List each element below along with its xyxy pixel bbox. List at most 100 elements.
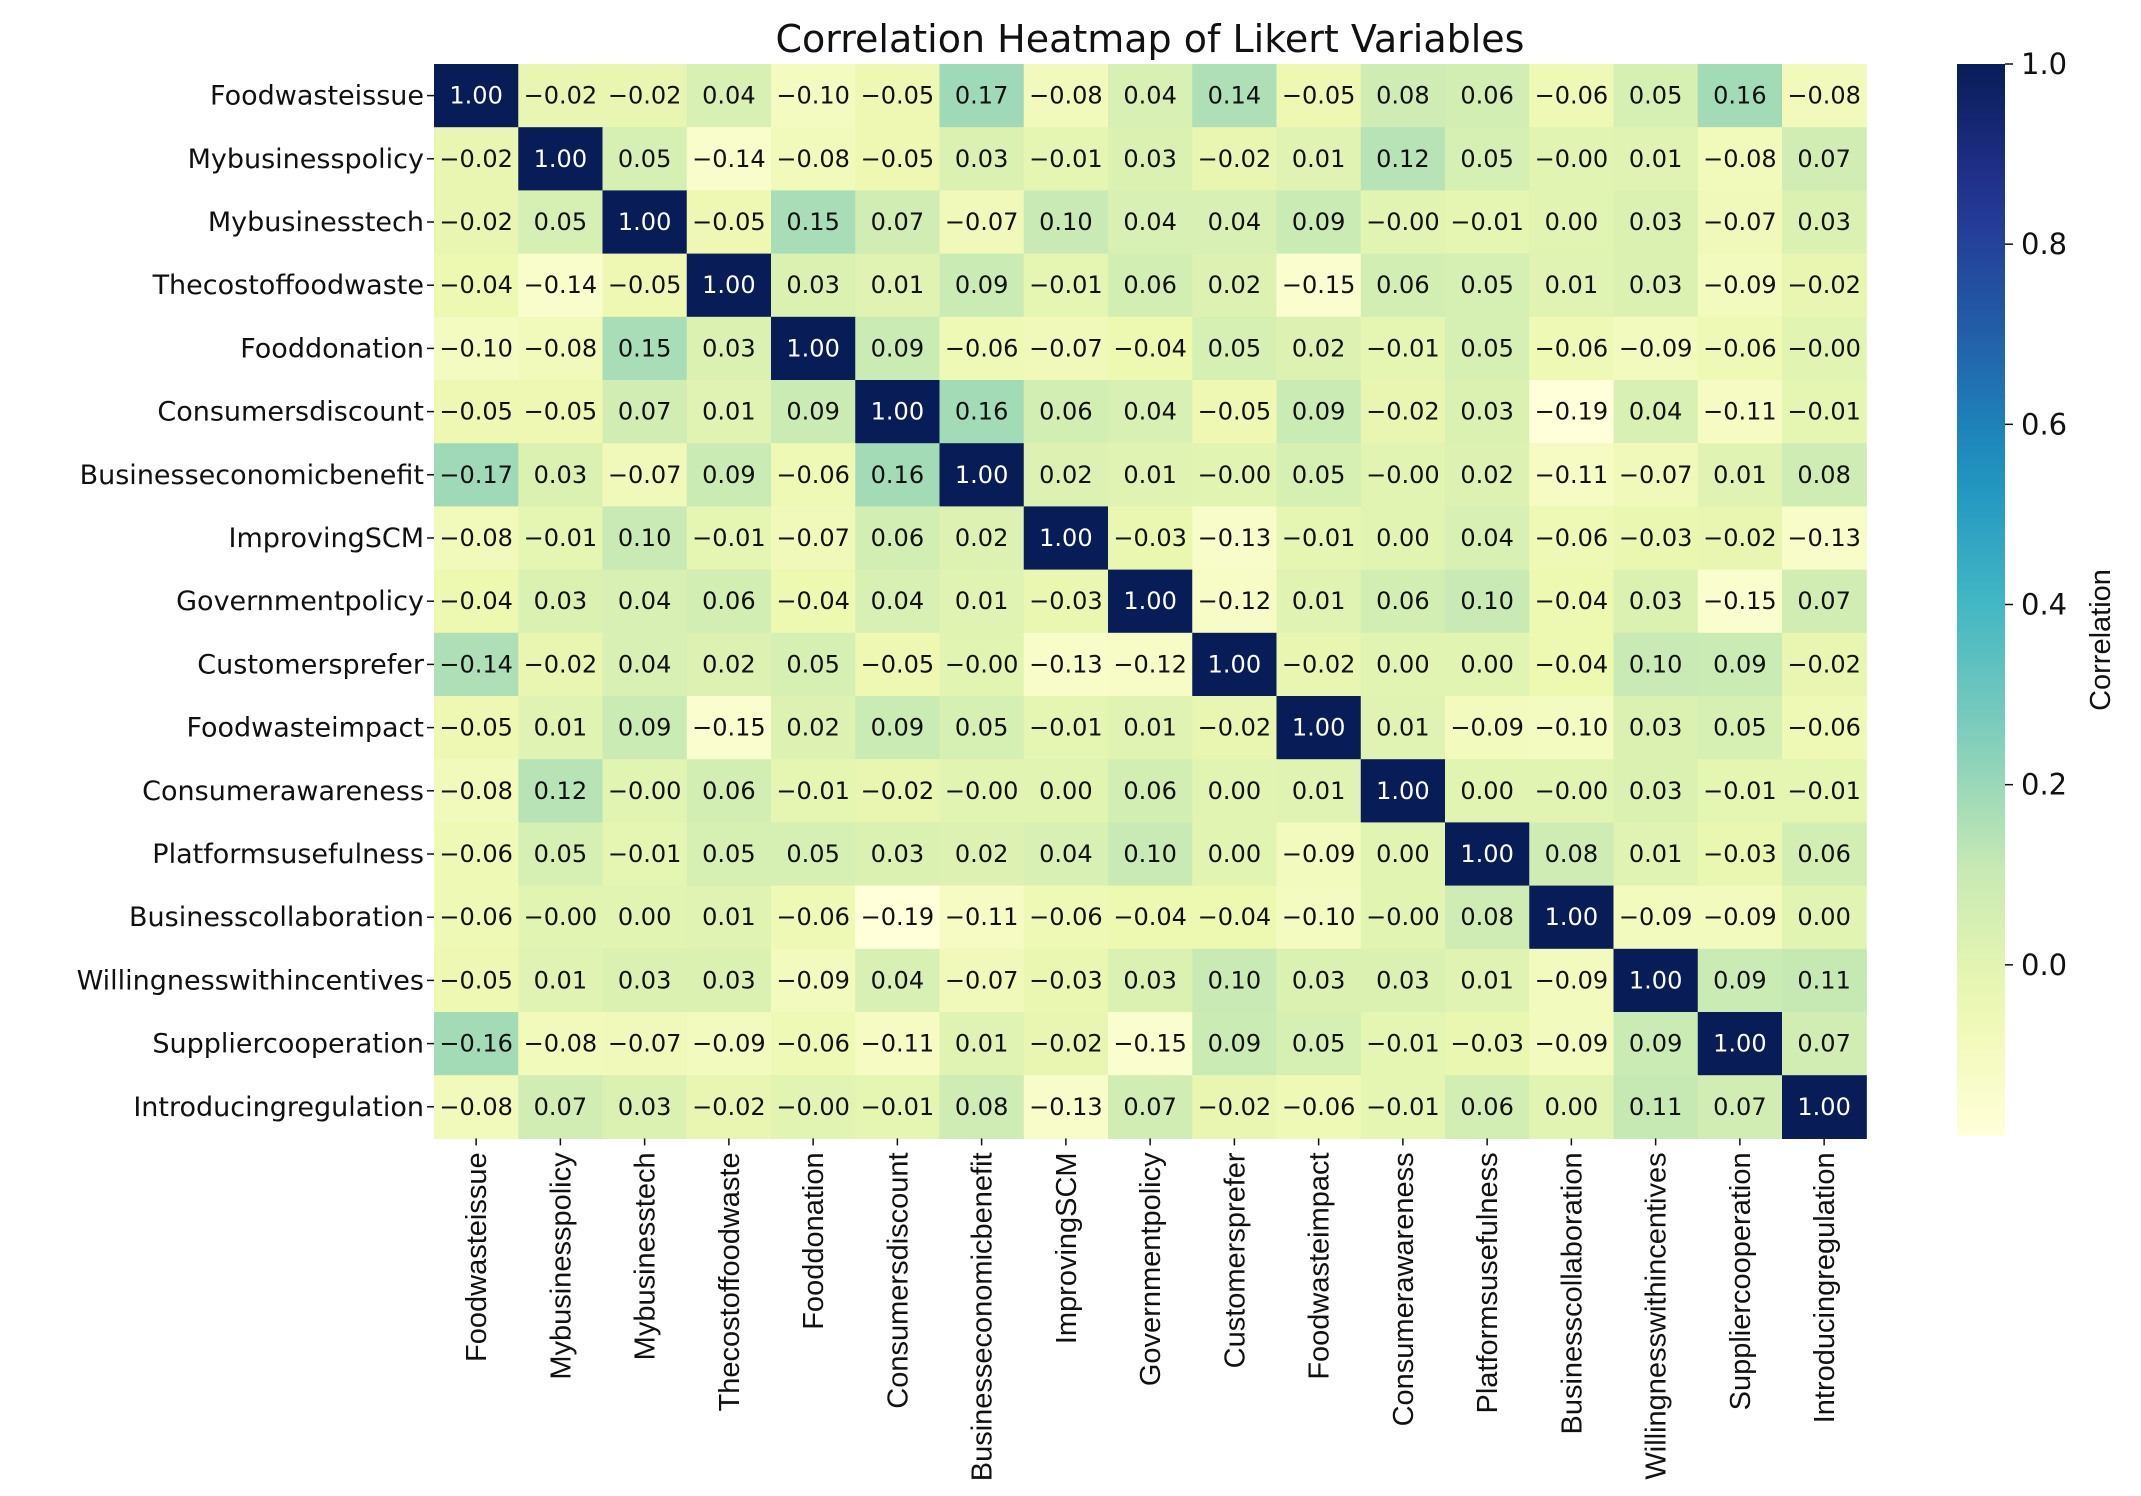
heatmap-cell [602,885,688,950]
heatmap-cell [1276,316,1362,381]
cell-value: 0.07 [1123,1093,1176,1121]
heatmap-cell [855,696,941,760]
cell-value: 0.08 [1797,461,1850,489]
heatmap-cell [771,948,856,1013]
cell-value: 0.01 [1292,587,1345,615]
heatmap-cell [1613,632,1699,697]
heatmap-cell [1529,127,1615,191]
heatmap-cell [1276,569,1362,634]
cell-value: 0.02 [955,840,1008,868]
cell-value: −0.14 [692,145,766,173]
heatmap-cell [1529,380,1615,444]
colorbar-tick-label: 0.6 [2021,407,2067,441]
cell-value: 0.03 [1629,271,1682,299]
heatmap-cell [1023,1012,1109,1076]
cell-value: 0.03 [955,145,1008,173]
cell-value: −0.03 [1703,840,1777,868]
heatmap-cell [939,885,1025,950]
heatmap-cell [518,253,604,318]
cell-value: −0.08 [439,1093,513,1121]
cell-value: 0.01 [534,714,587,742]
heatmap-cell [1613,1012,1699,1076]
heatmap-cell [1445,822,1530,887]
cell-value: 0.05 [1208,334,1261,362]
cell-value: −0.08 [524,334,598,362]
cell-value: 0.00 [1208,777,1261,805]
cell-value: −0.06 [1703,334,1777,362]
cell-value: −0.00 [1366,903,1440,931]
cell-value: −0.05 [439,398,513,426]
heatmap-cell [1782,822,1867,887]
column-label: Fooddonation [798,1152,830,1329]
cell-value: 0.06 [871,524,924,552]
heatmap-cell [771,253,856,318]
heatmap-cell [1192,696,1278,760]
heatmap-cell [939,253,1025,318]
heatmap-cell [855,1075,941,1139]
colorbar: 1.0 0.8 0.6 0.4 0.2 0.0 Correlation [1957,47,2117,1136]
cell-value: 0.03 [1629,587,1682,615]
heatmap-cell [771,1075,856,1139]
cell-value: 0.02 [702,650,755,678]
cell-value: −0.00 [608,777,682,805]
cell-value: −0.02 [1029,1030,1103,1058]
cell-value: 0.05 [702,840,755,868]
cell-value: 0.03 [702,966,755,994]
heatmap-cell [1697,190,1783,255]
heatmap-cell [1276,885,1362,950]
heatmap-cell [1529,759,1615,823]
cell-value: 0.10 [1039,208,1092,236]
heatmap-cell [1108,190,1193,255]
heatmap-cell [1360,696,1446,760]
cell-value: −0.05 [524,398,598,426]
heatmap-cell [1445,632,1530,697]
cell-value: 0.03 [1629,208,1682,236]
heatmap-cell [1023,696,1109,760]
cell-value: −0.09 [1450,714,1524,742]
cell-value: 0.09 [871,334,924,362]
heatmap-cell [1192,127,1278,191]
heatmap-cell [1613,316,1699,381]
heatmap-cell [939,127,1025,191]
cell-value: −0.07 [945,208,1019,236]
column-label: Suppliercooperation [1725,1152,1757,1410]
heatmap-cell [686,759,772,823]
cell-value: 0.01 [1629,145,1682,173]
cell-value: −0.05 [1198,398,1272,426]
cell-value: 0.09 [1629,1030,1682,1058]
row-label: Consumerawareness [142,776,424,807]
heatmap-cell [1529,443,1615,507]
cell-value: 0.06 [1797,840,1850,868]
cell-value: −0.01 [1450,208,1524,236]
cell-value: −0.11 [861,1030,935,1058]
cell-value: −0.09 [1535,966,1609,994]
heatmap-cell [602,443,688,507]
cell-value: 0.01 [871,271,924,299]
column-label: Consumerawareness [1388,1152,1420,1426]
cell-value: −0.10 [439,334,513,362]
cell-value: −0.02 [1703,524,1777,552]
cell-value: −0.17 [439,461,513,489]
cell-value: −0.06 [1535,524,1609,552]
heatmap-cell [1360,1075,1446,1139]
colorbar-tick-label: 0.2 [2021,768,2067,802]
column-label: Businesscollaboration [1556,1152,1588,1434]
cell-value: −0.11 [1703,398,1777,426]
cell-value: −0.02 [524,650,598,678]
cell-value: 0.06 [1460,82,1513,110]
heatmap-cell [518,127,604,191]
heatmap-cell [1697,64,1783,128]
cell-value: 0.09 [1292,208,1345,236]
heatmap-cell [939,822,1025,887]
heatmap-cell [434,632,519,697]
cell-value: −0.05 [1282,82,1356,110]
cell-value: −0.06 [776,903,850,931]
heatmap-cell [686,443,772,507]
heatmap-cell [1529,822,1615,887]
heatmap-cell [434,1075,519,1139]
column-label: Businesseconomicbenefit [967,1152,999,1481]
heatmap-cell [1360,380,1446,444]
heatmap-cell [1023,127,1109,191]
cell-value: 0.01 [1376,714,1429,742]
